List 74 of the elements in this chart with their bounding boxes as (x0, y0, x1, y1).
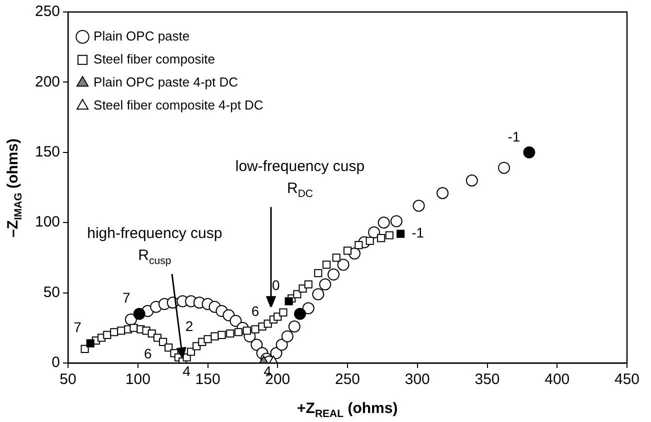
point (204, 335, 212, 344)
y-tick-label: 100 (34, 214, 60, 231)
point (319, 278, 332, 290)
x-tick-label: 150 (195, 371, 220, 388)
point (281, 330, 294, 342)
point (86, 339, 94, 348)
point (276, 338, 288, 351)
point (322, 260, 331, 269)
annotation: 6 (251, 303, 260, 320)
point (312, 288, 324, 300)
annotation: 7 (74, 319, 82, 336)
point (284, 297, 293, 306)
point (133, 308, 146, 320)
annotation: -1 (412, 224, 424, 241)
legend-label: Steel fiber composite 4-pt DC (94, 97, 264, 112)
legend-label: Plain OPC paste 4-pt DC (94, 74, 238, 90)
point (218, 330, 226, 339)
point (385, 231, 394, 240)
annotation: 0 (272, 277, 280, 294)
point (523, 146, 536, 158)
point (288, 320, 300, 332)
point (377, 234, 386, 242)
annotation: 2 (185, 318, 194, 334)
point (159, 338, 168, 346)
x-tick-label: 350 (474, 371, 500, 388)
point (337, 258, 350, 271)
point (279, 308, 288, 316)
point (354, 241, 363, 250)
point (186, 348, 196, 356)
point (250, 338, 263, 351)
x-tick-label: 400 (544, 371, 570, 388)
point (412, 200, 425, 212)
annotation: 4 (182, 362, 191, 379)
annotation: 7 (122, 290, 131, 306)
legend-label: Steel fiber composite (94, 51, 215, 66)
point (396, 230, 405, 238)
point (230, 314, 242, 327)
point (328, 268, 340, 281)
point (466, 174, 478, 186)
point (304, 280, 312, 288)
point (332, 254, 340, 262)
point (436, 187, 449, 200)
annotation: -1 (508, 128, 520, 144)
y-tick-label: 50 (43, 284, 60, 301)
point (251, 325, 260, 334)
y-tick-label: 150 (34, 144, 60, 161)
point (294, 308, 306, 320)
point (343, 246, 352, 255)
point (293, 290, 302, 298)
x-tick-label: 100 (125, 371, 150, 388)
y-tick-label: 200 (34, 73, 60, 90)
point (378, 216, 390, 229)
point (164, 344, 173, 352)
annotation: low-frequency cusp R$_{DC}$ (235, 156, 365, 202)
point (226, 329, 234, 338)
point (103, 330, 112, 339)
y-tick-label: 0 (52, 354, 60, 372)
point (390, 215, 402, 228)
point (302, 302, 314, 314)
legend-label: Plain OPC paste (94, 28, 190, 44)
point (314, 269, 322, 278)
point (498, 162, 510, 174)
x-axis-title: +Z$_{REAL}$ (ohms) (297, 400, 398, 420)
y-tick-label: 250 (34, 3, 60, 20)
x-tick-label: 250 (335, 371, 360, 388)
annotation: 6 (144, 345, 152, 362)
x-tick-label: 50 (60, 371, 76, 388)
point (368, 226, 380, 238)
point (366, 236, 374, 245)
x-tick-label: 450 (614, 371, 640, 388)
point (210, 332, 219, 340)
point (80, 344, 89, 353)
x-tick-label: 300 (404, 371, 430, 388)
annotation: high-frequency cusp R$_{cusp}$ (87, 224, 222, 269)
